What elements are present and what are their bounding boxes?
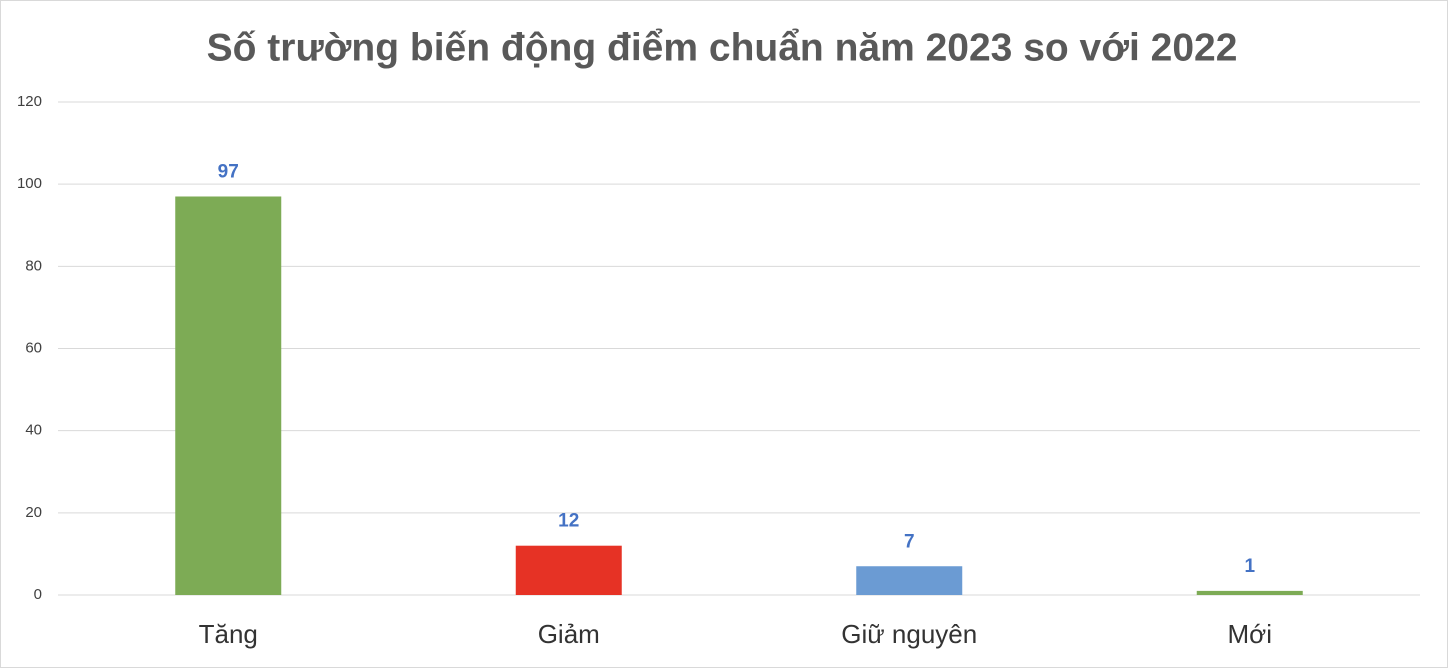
x-tick-label: Mới	[1228, 619, 1272, 649]
y-tick-label: 40	[25, 422, 42, 439]
bar	[1196, 590, 1303, 595]
bar	[515, 545, 622, 595]
data-label: 12	[558, 511, 579, 532]
bar	[175, 196, 282, 595]
x-tick-label: Giữ nguyên	[841, 619, 977, 649]
y-tick-label: 100	[17, 175, 42, 192]
y-tick-label: 0	[34, 586, 42, 603]
chart-title: Số trường biến động điểm chuẩn năm 2023 …	[207, 26, 1238, 69]
bar	[856, 566, 963, 595]
y-tick-label: 20	[25, 504, 42, 521]
data-label: 97	[218, 162, 239, 183]
x-tick-label: Giảm	[538, 619, 600, 649]
data-label: 1	[1244, 556, 1255, 577]
y-tick-label: 120	[17, 93, 42, 110]
y-tick-label: 60	[25, 339, 42, 356]
data-label: 7	[904, 531, 915, 552]
x-tick-label: Tăng	[199, 619, 258, 649]
y-tick-label: 80	[25, 257, 42, 274]
